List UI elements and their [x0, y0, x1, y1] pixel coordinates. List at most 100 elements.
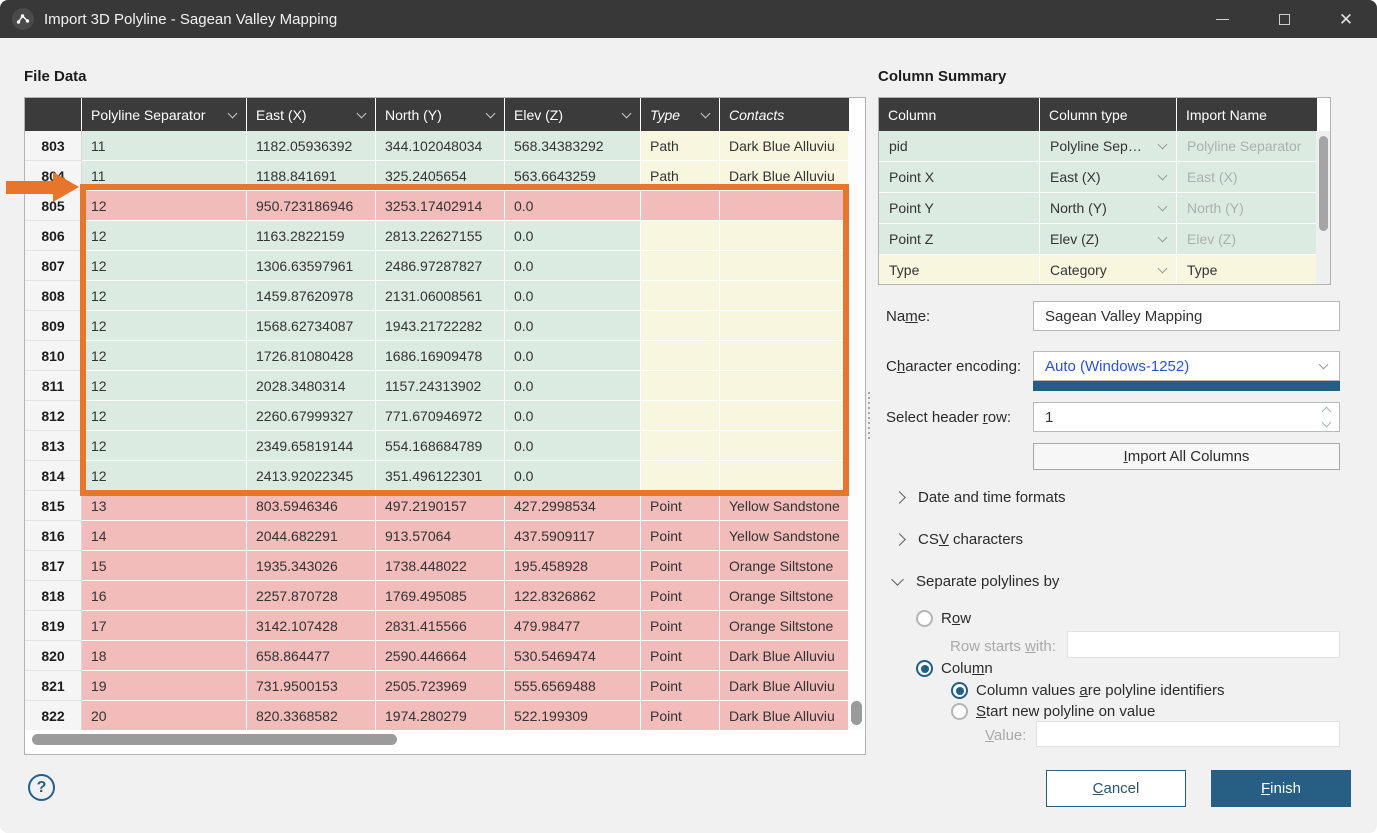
- table-row[interactable]: 805 12 950.723186946 3253.17402914 0.0: [25, 191, 849, 221]
- name-input[interactable]: Sagean Valley Mapping: [1033, 301, 1340, 331]
- summary-column-type-dropdown[interactable]: North (Y): [1040, 193, 1177, 224]
- radio-column[interactable]: Column: [916, 660, 993, 677]
- table-row[interactable]: 810 12 1726.81080428 1686.16909478 0.0: [25, 341, 849, 371]
- summary-import-name[interactable]: Type: [1177, 255, 1317, 285]
- chevron-down-icon[interactable]: [486, 108, 496, 118]
- summary-row: Type Category Type: [879, 255, 1317, 285]
- chevron-down-icon[interactable]: [622, 108, 632, 118]
- file-col-north[interactable]: North (Y): [376, 98, 505, 131]
- row-number: 818: [25, 581, 82, 611]
- chevron-down-icon[interactable]: [357, 108, 367, 118]
- file-col-contacts[interactable]: Contacts: [720, 98, 849, 131]
- table-row[interactable]: 804 11 1188.841691 325.2405654 563.66432…: [25, 161, 849, 191]
- row-number: 817: [25, 551, 82, 581]
- section-date-time-formats[interactable]: Date and time formats: [895, 489, 1066, 506]
- chevron-down-icon[interactable]: [1158, 171, 1168, 181]
- table-row[interactable]: 803 11 1182.05936392 344.102048034 568.3…: [25, 131, 849, 161]
- cancel-button[interactable]: Cancel: [1046, 770, 1186, 807]
- summary-column-type-dropdown[interactable]: Polyline Sep…: [1040, 131, 1177, 162]
- table-row[interactable]: 808 12 1459.87620978 2131.06008561 0.0: [25, 281, 849, 311]
- summary-column-type-dropdown[interactable]: Category: [1040, 255, 1177, 285]
- panel-splitter[interactable]: [868, 392, 870, 440]
- column-summary-header: Column Column type Import Name: [879, 98, 1317, 131]
- spinner-down-icon[interactable]: [1322, 418, 1332, 428]
- vertical-scrollbar[interactable]: [848, 131, 865, 731]
- horizontal-scrollbar[interactable]: [25, 730, 849, 754]
- table-row[interactable]: 814 12 2413.92022345 351.496122301 0.0: [25, 461, 849, 491]
- close-icon: ✕: [1339, 11, 1353, 28]
- table-row[interactable]: 816 14 2044.682291 913.57064 437.5909117…: [25, 521, 849, 551]
- radio-row[interactable]: Row: [916, 610, 971, 627]
- chevron-down-icon[interactable]: [1158, 202, 1168, 212]
- encoding-dropdown[interactable]: Auto (Windows-1252): [1033, 351, 1340, 381]
- table-row[interactable]: 821 19 731.9500153 2505.723969 555.65694…: [25, 671, 849, 701]
- row-number: 819: [25, 611, 82, 641]
- row-number: 820: [25, 641, 82, 671]
- header-row-stepper[interactable]: 1: [1033, 402, 1340, 432]
- summary-scrollbar[interactable]: [1316, 131, 1330, 285]
- summary-column-type-dropdown[interactable]: East (X): [1040, 162, 1177, 193]
- vertical-scrollbar-thumb[interactable]: [851, 701, 862, 725]
- table-row[interactable]: 809 12 1568.62734087 1943.21722282 0.0: [25, 311, 849, 341]
- title-bar: Import 3D Polyline - Sagean Valley Mappi…: [0, 0, 1377, 38]
- chevron-down-icon[interactable]: [1158, 264, 1168, 274]
- table-row[interactable]: 817 15 1935.343026 1738.448022 195.45892…: [25, 551, 849, 581]
- chevron-down-icon[interactable]: [701, 108, 711, 118]
- chevron-right-icon: [893, 533, 906, 546]
- import-all-columns-button[interactable]: Import All Columns: [1033, 443, 1340, 470]
- table-row[interactable]: 819 17 3142.107428 2831.415566 479.98477…: [25, 611, 849, 641]
- window-title: Import 3D Polyline - Sagean Valley Mappi…: [44, 11, 337, 28]
- table-row[interactable]: 815 13 803.5946346 497.2190157 427.29985…: [25, 491, 849, 521]
- maximize-button[interactable]: [1253, 0, 1315, 38]
- row-starts-with-input[interactable]: [1067, 631, 1340, 658]
- chevron-down-icon[interactable]: [228, 108, 238, 118]
- horizontal-scrollbar-thumb[interactable]: [32, 734, 397, 745]
- table-row[interactable]: 820 18 658.864477 2590.446664 530.546947…: [25, 641, 849, 671]
- row-number: 807: [25, 251, 82, 281]
- summary-row: pid Polyline Sep… Polyline Separator: [879, 131, 1317, 162]
- table-row[interactable]: 818 16 2257.870728 1769.495085 122.83268…: [25, 581, 849, 611]
- summary-column-name: Point Z: [879, 224, 1040, 255]
- row-number: 821: [25, 671, 82, 701]
- table-row[interactable]: 807 12 1306.63597961 2486.97287827 0.0: [25, 251, 849, 281]
- column-summary-rows: pid Polyline Sep… Polyline Separator Poi…: [879, 131, 1330, 285]
- finish-button[interactable]: Finish: [1211, 770, 1351, 807]
- spinner-up-icon[interactable]: [1322, 407, 1332, 417]
- header-row-label: Select header row:: [886, 409, 1011, 426]
- close-button[interactable]: ✕: [1315, 0, 1377, 38]
- value-input[interactable]: [1036, 721, 1340, 747]
- summary-import-name: Polyline Separator: [1177, 131, 1317, 162]
- row-number: 811: [25, 371, 82, 401]
- section-csv-characters[interactable]: CSV characters: [895, 531, 1023, 548]
- file-col-elev[interactable]: Elev (Z): [505, 98, 641, 131]
- radio-column-values-identifiers[interactable]: Column values are polyline identifiers: [951, 682, 1224, 699]
- row-number: 809: [25, 311, 82, 341]
- table-row[interactable]: 822 20 820.3368582 1974.280279 522.19930…: [25, 701, 849, 731]
- row-number: 814: [25, 461, 82, 491]
- help-button[interactable]: ?: [28, 774, 55, 801]
- table-row[interactable]: 806 12 1163.2822159 2813.22627155 0.0: [25, 221, 849, 251]
- chevron-down-icon[interactable]: [1158, 140, 1168, 150]
- radio-icon: [916, 610, 933, 627]
- file-data-header: Polyline Separator East (X) North (Y) El…: [25, 98, 849, 131]
- table-row[interactable]: 811 12 2028.3480314 1157.24313902 0.0: [25, 371, 849, 401]
- file-col-separator[interactable]: Polyline Separator: [82, 98, 247, 131]
- summary-scrollbar-thumb[interactable]: [1319, 136, 1328, 231]
- table-row[interactable]: 812 12 2260.67999327 771.670946972 0.0: [25, 401, 849, 431]
- summary-column-name: Point Y: [879, 193, 1040, 224]
- radio-start-new-polyline[interactable]: Start new polyline on value: [951, 703, 1155, 720]
- minimize-button[interactable]: [1191, 0, 1253, 38]
- summary-import-name: North (Y): [1177, 193, 1317, 224]
- file-data-title: File Data: [24, 68, 87, 85]
- file-col-type[interactable]: Type: [641, 98, 720, 131]
- row-number: 808: [25, 281, 82, 311]
- row-number: 815: [25, 491, 82, 521]
- file-data-table: Polyline Separator East (X) North (Y) El…: [24, 97, 866, 755]
- summary-column-type-dropdown[interactable]: Elev (Z): [1040, 224, 1177, 255]
- section-separate-polylines[interactable]: Separate polylines by: [893, 573, 1059, 590]
- file-col-east[interactable]: East (X): [247, 98, 376, 131]
- summary-row: Point Y North (Y) North (Y): [879, 193, 1317, 224]
- table-row[interactable]: 813 12 2349.65819144 554.168684789 0.0: [25, 431, 849, 461]
- row-number: 803: [25, 131, 82, 161]
- chevron-down-icon[interactable]: [1158, 233, 1168, 243]
